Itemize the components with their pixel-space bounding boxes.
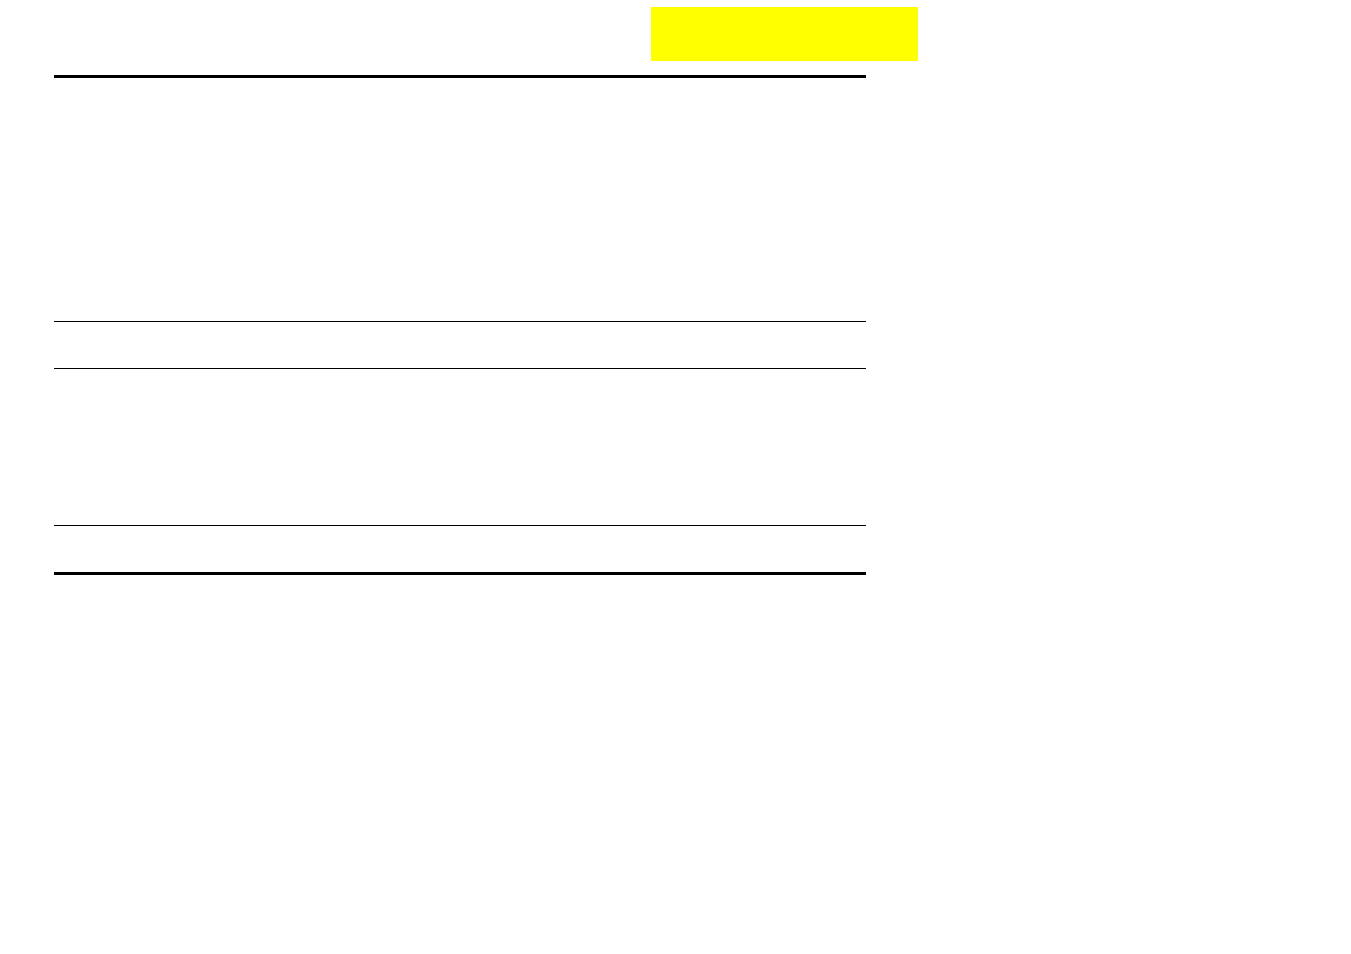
highlight-box: [651, 7, 918, 61]
rule-top-thick: [54, 75, 866, 78]
rule-mid-2: [54, 368, 866, 369]
rule-mid-3: [54, 525, 866, 526]
page: [0, 0, 1351, 954]
rule-mid-1: [54, 321, 866, 322]
rule-bottom-thick: [54, 572, 866, 575]
